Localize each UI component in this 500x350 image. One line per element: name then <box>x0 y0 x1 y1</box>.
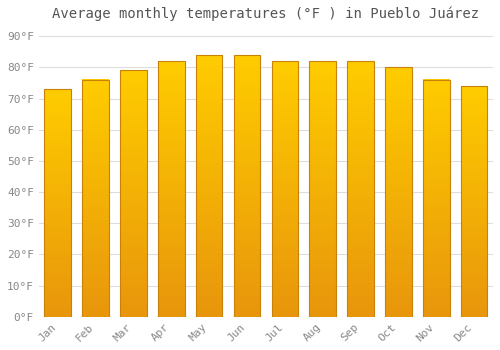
Bar <box>385 67 411 317</box>
Bar <box>348 61 374 317</box>
Bar <box>272 61 298 317</box>
Bar <box>158 61 184 317</box>
Bar <box>44 89 71 317</box>
Bar <box>423 80 450 317</box>
Bar <box>82 80 109 317</box>
Bar <box>196 55 222 317</box>
Bar <box>234 55 260 317</box>
Bar <box>461 86 487 317</box>
Bar <box>120 70 146 317</box>
Bar <box>310 61 336 317</box>
Title: Average monthly temperatures (°F ) in Pueblo Juárez: Average monthly temperatures (°F ) in Pu… <box>52 7 480 21</box>
